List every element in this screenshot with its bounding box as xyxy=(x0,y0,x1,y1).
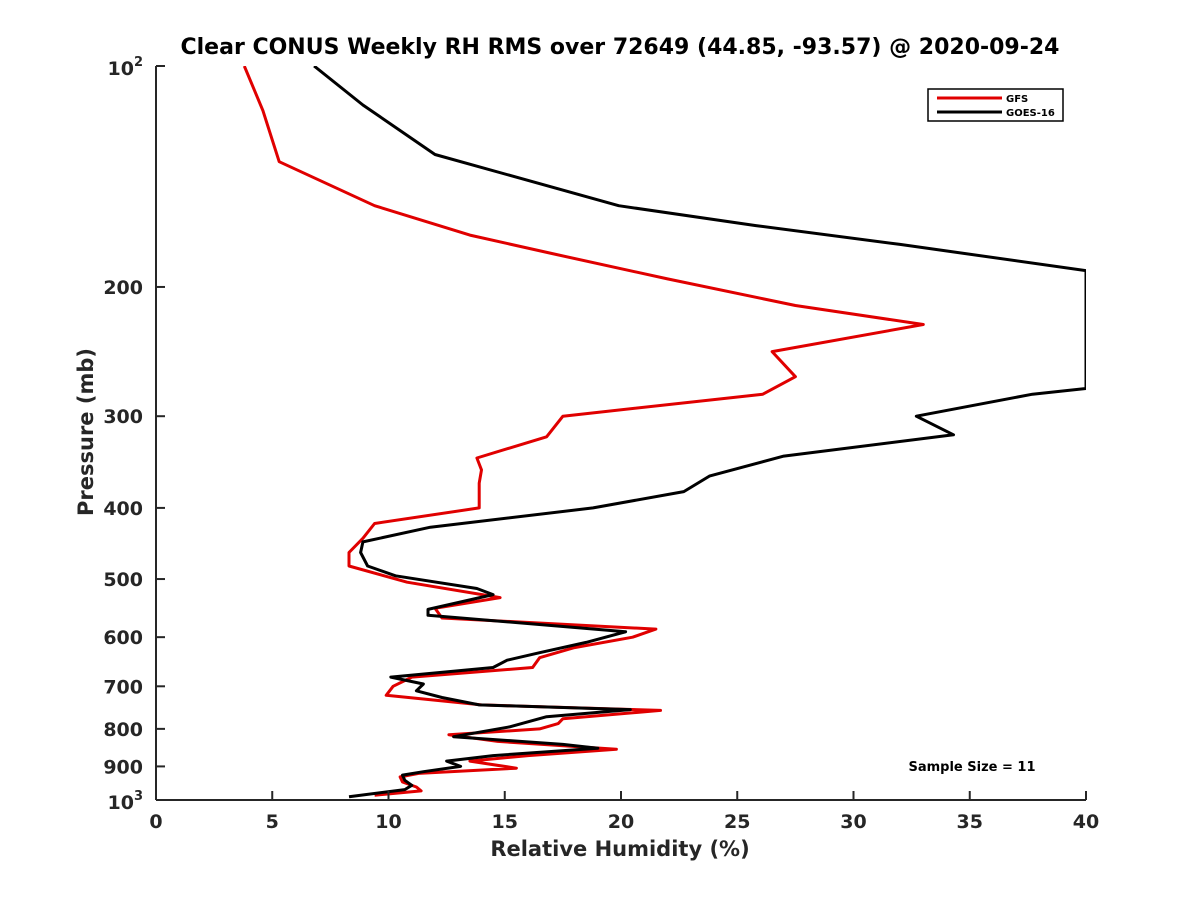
chart-title: Clear CONUS Weekly RH RMS over 72649 (44… xyxy=(181,35,1060,60)
x-tick-label: 30 xyxy=(840,811,866,833)
sample-size-annotation: Sample Size = 11 xyxy=(908,760,1035,775)
y-tick-label-base: 10 xyxy=(108,58,134,80)
y-tick-label: 200 xyxy=(103,277,143,299)
x-tick-label: 15 xyxy=(492,811,518,833)
x-tick-label: 40 xyxy=(1073,811,1099,833)
y-tick-label: 300 xyxy=(103,406,143,428)
x-tick-label: 0 xyxy=(149,811,162,833)
x-tick-label: 25 xyxy=(724,811,750,833)
y-tick-label: 600 xyxy=(103,627,143,649)
y-tick-label: 900 xyxy=(103,756,143,778)
series-line-goes-16 xyxy=(313,66,1086,799)
x-axis-title: Relative Humidity (%) xyxy=(490,837,749,861)
y-tick-label-base: 10 xyxy=(108,792,134,814)
y-tick-label: 700 xyxy=(103,676,143,698)
x-tick-label: 10 xyxy=(375,811,401,833)
legend-label: GFS xyxy=(1006,94,1028,105)
y-tick-label: 400 xyxy=(103,498,143,520)
legend-label: GOES-16 xyxy=(1006,108,1055,119)
legend: GFS GOES-16 xyxy=(927,88,1064,122)
y-tick-label-exponent: 3 xyxy=(134,789,143,804)
legend-box xyxy=(927,88,1064,122)
y-tick-label-exponent: 2 xyxy=(134,55,143,70)
y-axis-title: Pressure (mb) xyxy=(74,348,98,516)
x-tick-label: 20 xyxy=(608,811,634,833)
y-tick-label: 102 xyxy=(108,55,144,80)
y-tick-label: 800 xyxy=(103,719,143,741)
plot-area: 0 5 10 15 20 25 30 35 40102200300400500600700800… xyxy=(103,55,1099,833)
y-tick-label: 103 xyxy=(108,789,144,814)
series-line-gfs xyxy=(242,66,925,797)
x-tick-label: 35 xyxy=(957,811,983,833)
y-tick-label: 500 xyxy=(103,569,143,591)
x-tick-label: 5 xyxy=(266,811,279,833)
